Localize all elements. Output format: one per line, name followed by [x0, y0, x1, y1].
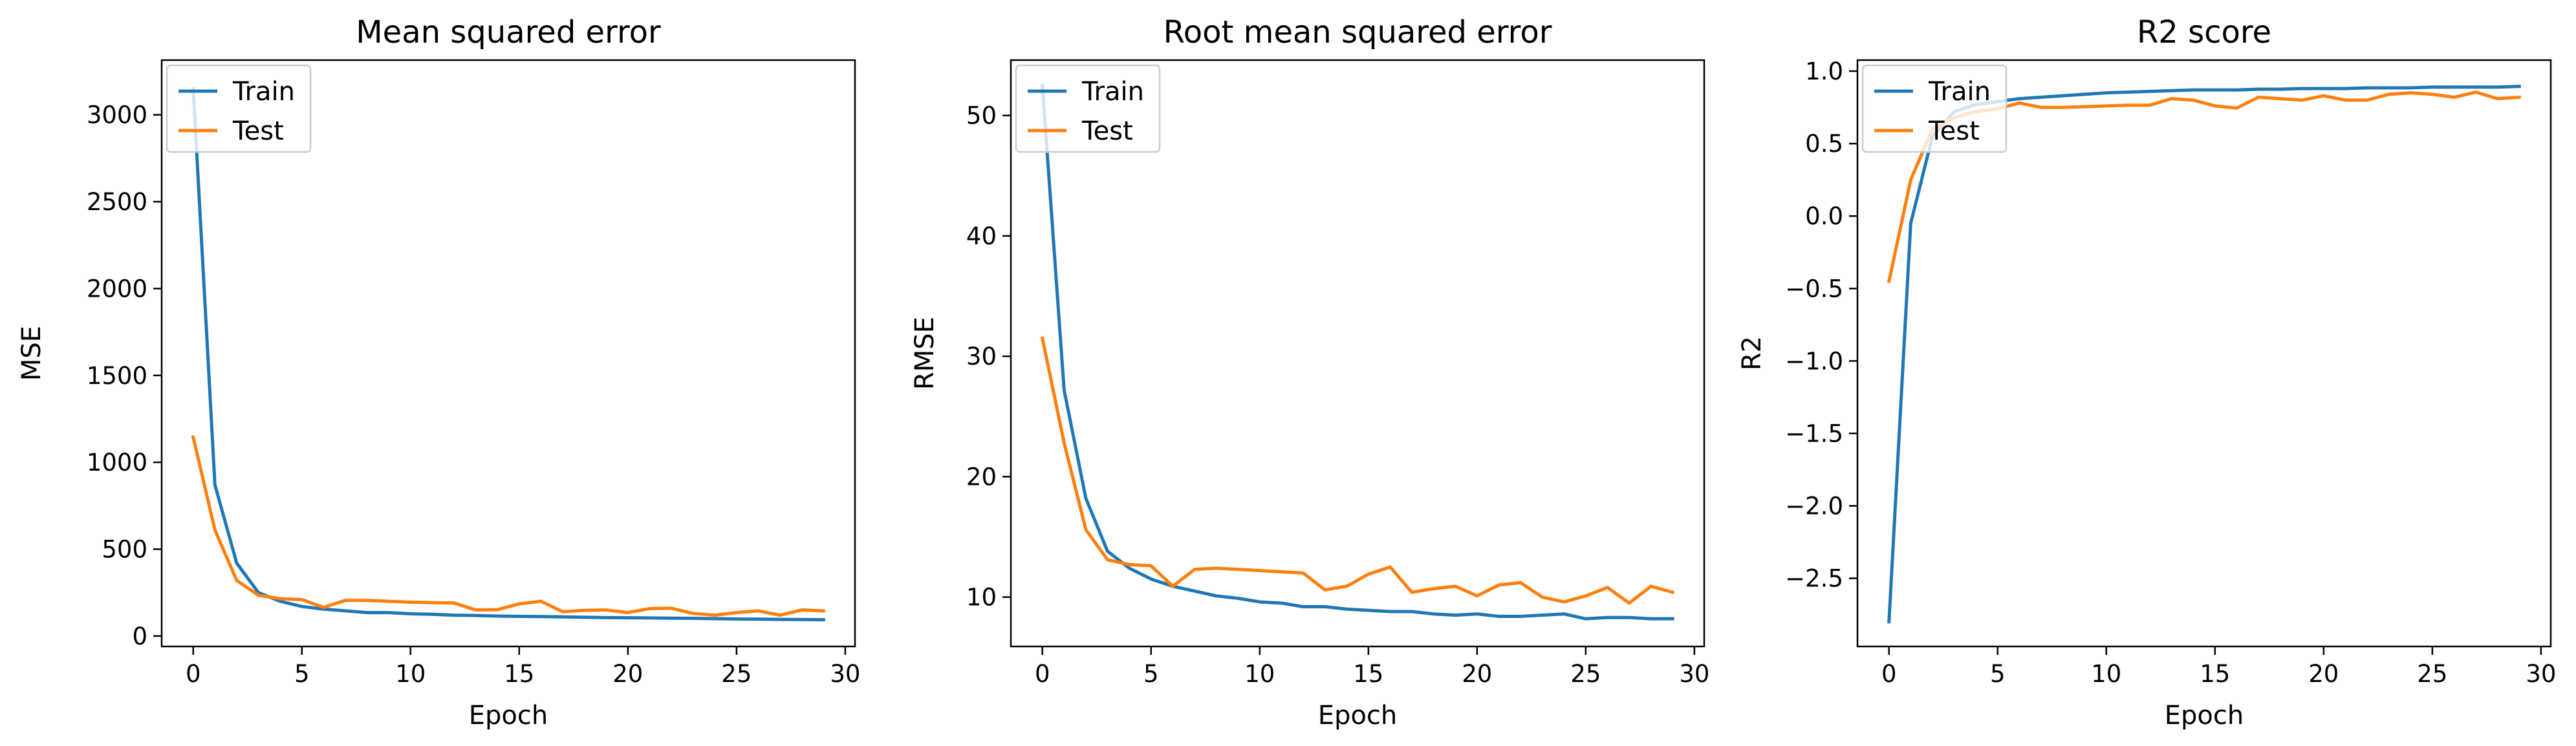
chart-1-xtick-label: 5	[294, 660, 310, 688]
chart-1-xtick-label: 25	[721, 660, 752, 688]
chart-3-xtick-label: 15	[2200, 660, 2230, 688]
chart-2-ytick-label: 20	[966, 463, 997, 491]
chart-2-series-line-train	[1041, 83, 1674, 621]
chart-3-xtick-label: 20	[2308, 660, 2339, 688]
chart-1-ytick-label: 1000	[87, 449, 147, 476]
chart-3-ytick-label: −0.5	[1785, 275, 1843, 303]
chart-3-ytick-label: 0.5	[1805, 130, 1843, 158]
chart-2-ytick-label: 10	[966, 584, 997, 612]
chart-2-xtick-label: 0	[1035, 660, 1050, 688]
chart-1-ytick-label: 2500	[87, 188, 147, 216]
chart-panel-1: 0 5 10 15 20 25 30 0 500 1000 1500 2000 2500 3000 Mean…	[17, 14, 860, 730]
chart-2-xtick-label: 25	[1570, 660, 1601, 688]
chart-1-xlabel: Epoch	[469, 701, 548, 730]
chart-1-xtick-label: 10	[395, 660, 426, 688]
chart-1-ytick-label: 2000	[87, 275, 147, 303]
chart-1-ytick-label: 3000	[87, 101, 147, 129]
chart-3-ylabel: R2	[1737, 336, 1767, 370]
chart-1-legend-label-test: Test	[232, 116, 284, 146]
chart-2-legend-label-train: Train	[1081, 77, 1144, 107]
chart-3-ytick-label: −2.5	[1785, 565, 1843, 593]
chart-2-ylabel: RMSE	[910, 317, 940, 390]
chart-3-xtick-label: 0	[1881, 660, 1897, 688]
chart-2-xtick-label: 5	[1143, 660, 1159, 688]
chart-3-ytick-label: −2.0	[1785, 493, 1843, 520]
chart-1-series-line-train	[191, 87, 825, 622]
chart-panel-3: 0 5 10 15 20 25 30 −2.5 −2.0 −1.5 −1.0 −0.5 0.0 0.5 1.…	[1737, 14, 2556, 730]
chart-3-ytick-label: 0.0	[1805, 202, 1843, 230]
chart-1-plot-frame	[160, 59, 856, 648]
chart-1-xtick-label: 20	[612, 660, 643, 688]
chart-1-xtick-label: 0	[186, 660, 201, 688]
chart-3-series-line-train	[1887, 84, 2521, 624]
chart-2-legend: Train Test	[1015, 64, 1161, 153]
chart-3-legend: Train Test	[1861, 64, 2008, 153]
chart-3-xtick-label: 30	[2526, 660, 2556, 688]
chart-2-legend-label-test: Test	[1081, 116, 1133, 146]
chart-1-title: Mean squared error	[356, 14, 661, 50]
chart-3-legend-label-train: Train	[1928, 77, 1991, 107]
chart-1-legend: Train Test	[166, 64, 312, 153]
chart-1-xtick-label: 30	[830, 660, 860, 688]
chart-2-title: Root mean squared error	[1164, 14, 1552, 50]
chart-2-ytick-label: 50	[966, 102, 997, 130]
chart-1-ylabel: MSE	[17, 326, 47, 381]
chart-2-xtick-label: 30	[1679, 660, 1709, 688]
chart-1-xtick-label: 15	[504, 660, 534, 688]
chart-3-ytick-label: −1.0	[1785, 347, 1843, 375]
chart-1-ytick-label: 0	[132, 623, 147, 650]
chart-3-title: R2 score	[2137, 14, 2271, 50]
chart-1-ytick-label: 1500	[87, 362, 147, 390]
chart-2-xlabel: Epoch	[1318, 701, 1397, 730]
chart-3-xtick-label: 10	[2091, 660, 2121, 688]
chart-2-series-line-test	[1040, 336, 1675, 605]
chart-2-xtick-label: 10	[1244, 660, 1275, 688]
chart-3-xtick-label: 5	[1990, 660, 2006, 688]
chart-3-ytick-label: 1.0	[1805, 58, 1843, 85]
chart-1-legend-label-train: Train	[232, 77, 295, 107]
chart-2-ytick-label: 30	[966, 343, 997, 370]
chart-panel-2: 0 5 10 15 20 25 30 10 20 30 40 50 Root mean squared …	[910, 14, 1709, 730]
chart-1-series-line-test	[191, 435, 825, 617]
chart-3-xlabel: Epoch	[2165, 701, 2244, 730]
chart-2-xtick-label: 15	[1353, 660, 1383, 688]
chart-3-legend-label-test: Test	[1928, 116, 1980, 146]
chart-2-xtick-label: 20	[1462, 660, 1492, 688]
chart-2-ytick-label: 40	[966, 222, 997, 250]
chart-1-ytick-label: 500	[102, 536, 147, 564]
chart-3-plot-frame	[1856, 59, 2552, 648]
chart-3-ytick-label: −1.5	[1785, 420, 1843, 447]
chart-2-plot-frame	[1010, 59, 1705, 648]
chart-3-xtick-label: 25	[2417, 660, 2447, 688]
